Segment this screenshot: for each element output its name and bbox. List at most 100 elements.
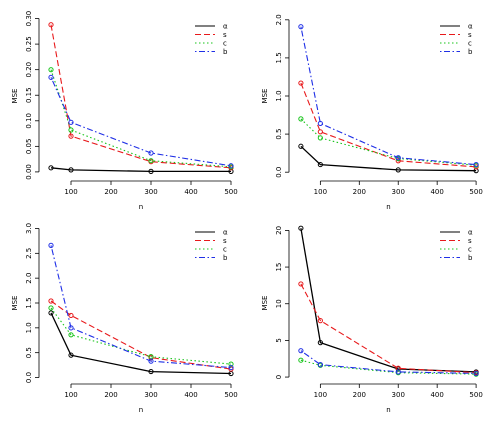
legend-label: α <box>468 23 473 31</box>
legend-label: c <box>223 40 227 48</box>
y-tick-label: 1.5 <box>25 297 33 308</box>
x-tick-label: 500 <box>469 188 482 196</box>
legend-label: α <box>223 23 228 31</box>
data-point <box>298 348 304 354</box>
series-line-2 <box>300 283 477 374</box>
chart-panel-3: 100 200 300 400 500 n 0.0 0.5 1.0 1.5 2.0 2.5 3.0 MSE… <box>11 223 238 414</box>
x-tick-label: 300 <box>144 188 157 196</box>
legend-label: s <box>468 31 472 39</box>
series-line-4 <box>300 26 477 166</box>
data-point <box>298 80 304 86</box>
x-tick-label: 500 <box>224 391 237 399</box>
y-tick-label: 0.10 <box>25 113 33 129</box>
x-tick-label: 300 <box>144 391 157 399</box>
data-point <box>68 332 74 338</box>
data-point <box>48 242 54 248</box>
data-point <box>298 357 304 363</box>
y-tick-label: 20 <box>275 226 283 235</box>
y-tick-label: 0.05 <box>25 139 33 155</box>
data-point <box>298 225 304 231</box>
x-tick-label: 400 <box>184 391 197 399</box>
data-point <box>68 119 74 125</box>
data-point <box>68 325 74 331</box>
y-tick-label: 0.5 <box>275 129 283 140</box>
x-axis-label: n <box>386 203 390 211</box>
y-tick-label: 15 <box>275 263 283 272</box>
x-tick-label: 500 <box>469 391 482 399</box>
y-tick-label: 0.30 <box>25 11 33 27</box>
data-point <box>395 158 401 164</box>
x-tick-label: 400 <box>430 391 443 399</box>
data-point <box>68 133 74 139</box>
series-line-1 <box>50 167 231 173</box>
data-point <box>148 168 154 174</box>
x-tick-label: 100 <box>64 391 77 399</box>
data-point <box>68 352 74 358</box>
x-tick-label: 100 <box>64 188 77 196</box>
y-tick-label: 2.0 <box>275 14 283 25</box>
y-tick-label: 0.0 <box>275 167 283 178</box>
data-point <box>48 67 54 73</box>
series-line-3 <box>300 359 477 375</box>
x-tick-label: 200 <box>104 188 117 196</box>
y-tick-label: 5 <box>275 338 283 342</box>
y-tick-label: 2.0 <box>25 273 33 284</box>
legend-label: c <box>468 40 472 48</box>
legend-label: b <box>468 48 473 56</box>
data-point <box>48 22 54 28</box>
y-tick-label: 10 <box>275 299 283 308</box>
series-line-2 <box>50 300 232 370</box>
data-point <box>317 135 323 141</box>
data-point <box>317 161 323 168</box>
data-point <box>228 364 234 371</box>
data-point <box>317 129 323 135</box>
data-point <box>473 161 479 168</box>
series-line-2 <box>300 82 477 168</box>
data-point <box>48 74 54 80</box>
y-tick-label: 0.5 <box>25 347 33 358</box>
data-point <box>395 167 401 173</box>
data-point <box>298 24 304 30</box>
y-tick-label: 0.0 <box>25 372 33 383</box>
legend-label: s <box>223 31 227 39</box>
series-line-3 <box>50 69 232 168</box>
x-tick-label: 100 <box>314 391 327 399</box>
data-point <box>395 155 401 161</box>
series-line-2 <box>50 24 232 169</box>
y-tick-label: 0.20 <box>25 62 33 78</box>
data-point <box>148 150 154 156</box>
x-tick-label: 400 <box>184 188 197 196</box>
data-point <box>317 318 323 324</box>
legend-label: b <box>223 48 228 56</box>
x-tick-label: 500 <box>224 188 237 196</box>
legend-label: α <box>223 229 228 237</box>
x-tick-label: 200 <box>104 391 117 399</box>
data-point <box>317 340 323 346</box>
data-point <box>48 165 54 171</box>
y-axis-label: MSE <box>11 296 19 311</box>
chart-panel-1: 100 200 300 400 500 n 0.00 0.05 0.10 0.15 0.20 0.25… <box>11 11 238 211</box>
legend-label: c <box>223 246 227 254</box>
y-tick-label: 1.0 <box>25 322 33 333</box>
legend-label: c <box>468 246 472 254</box>
data-point <box>317 120 323 127</box>
y-axis-label: MSE <box>261 296 269 311</box>
y-axis-label: MSE <box>11 89 19 104</box>
x-tick-label: 200 <box>353 188 366 196</box>
data-point <box>473 370 479 376</box>
data-point <box>298 281 304 287</box>
data-point <box>148 158 154 164</box>
y-tick-label: 1.0 <box>275 90 283 101</box>
series-line-1 <box>50 312 232 375</box>
data-point <box>298 116 304 122</box>
data-point <box>68 312 74 319</box>
data-point <box>317 362 323 368</box>
x-tick-label: 400 <box>430 188 443 196</box>
legend-label: b <box>223 254 228 262</box>
x-axis-label: n <box>139 406 143 414</box>
x-tick-label: 200 <box>353 391 366 399</box>
